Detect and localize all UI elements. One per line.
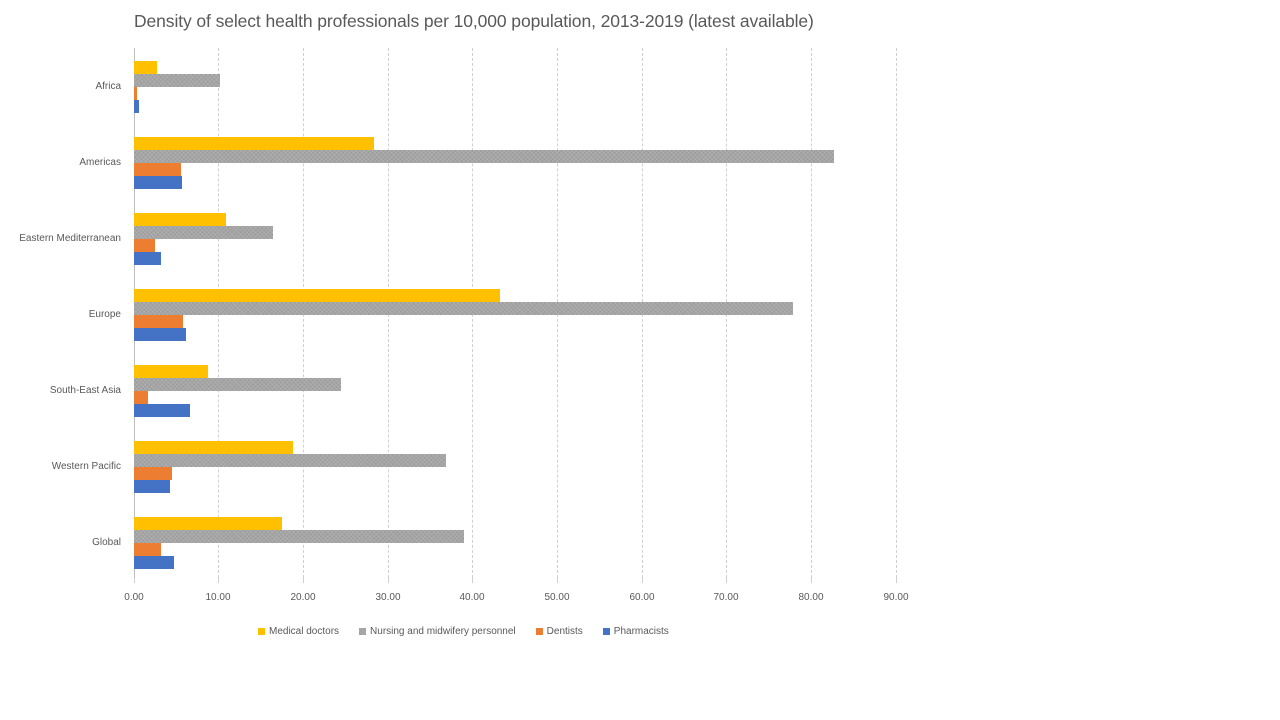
x-axis-tick	[303, 578, 304, 583]
category-label: Western Pacific	[51, 461, 121, 472]
bar-pharmacists-americas	[134, 176, 183, 189]
bar-pharmacists-south-east-asia	[134, 404, 190, 417]
x-axis-tick	[726, 578, 727, 583]
bar-dentists-south-east-asia	[134, 391, 148, 404]
gridline	[811, 48, 812, 578]
x-axis-tick	[472, 578, 473, 583]
x-axis-tick-label: 0.00	[124, 592, 144, 603]
legend-item: Medical doctors	[258, 626, 339, 637]
legend-label: Medical doctors	[269, 626, 340, 637]
bar-pharmacists-africa	[134, 100, 140, 113]
category-label: Americas	[79, 157, 121, 168]
bar-medical-doctors-south-east-asia	[134, 365, 208, 378]
bar-medical-doctors-eastern-mediterranean	[134, 213, 227, 226]
legend-swatch-icon	[602, 628, 610, 635]
x-axis-tick	[134, 578, 135, 583]
bar-dentists-europe	[134, 315, 184, 328]
x-axis-tick-label: 50.00	[544, 592, 570, 603]
x-axis-tick-label: 70.00	[713, 592, 739, 603]
chart-legend: Medical doctors Nursing and midwifery per…	[258, 626, 689, 637]
bar-medical-doctors-africa	[134, 61, 157, 74]
bar-nursing-and-midwifery-personnel-south-east-asia	[134, 378, 341, 391]
x-axis-tick	[642, 578, 643, 583]
x-axis-tick	[388, 578, 389, 583]
bar-nursing-and-midwifery-personnel-eastern-mediterranean	[134, 226, 273, 239]
bar-dentists-eastern-mediterranean	[134, 239, 156, 252]
category-label: Europe	[88, 309, 121, 320]
x-axis-tick-label: 20.00	[290, 592, 316, 603]
bar-nursing-and-midwifery-personnel-global	[134, 530, 465, 543]
category-label: Eastern Mediterranean	[19, 233, 121, 244]
bar-nursing-and-midwifery-personnel-americas	[134, 150, 835, 163]
x-axis-tick-label: 90.00	[883, 592, 909, 603]
legend-item: Nursing and midwifery personnel	[359, 626, 516, 637]
gridline	[896, 48, 897, 578]
legend-item: Pharmacists	[602, 626, 669, 637]
bar-medical-doctors-americas	[134, 137, 374, 150]
x-axis-tick	[218, 578, 219, 583]
category-label: Africa	[95, 81, 121, 92]
bar-medical-doctors-western-pacific	[134, 441, 294, 454]
x-axis-tick	[557, 578, 558, 583]
bar-dentists-africa	[134, 87, 137, 100]
bar-nursing-and-midwifery-personnel-western-pacific	[134, 454, 446, 467]
x-axis-tick	[896, 578, 897, 583]
chart-title: Density of select health professionals p…	[134, 11, 814, 31]
bar-pharmacists-europe	[134, 328, 187, 341]
x-axis-tick	[811, 578, 812, 583]
bar-pharmacists-global	[134, 556, 174, 569]
category-label: Global	[92, 537, 121, 548]
legend-item: Dentists	[535, 626, 583, 637]
legend-label: Dentists	[546, 626, 583, 637]
bar-nursing-and-midwifery-personnel-europe	[134, 302, 793, 315]
bar-pharmacists-western-pacific	[134, 480, 171, 493]
bar-dentists-global	[134, 543, 162, 556]
legend-swatch-icon	[258, 628, 265, 635]
x-axis-tick-label: 10.00	[205, 592, 231, 603]
legend-label: Pharmacists	[613, 626, 669, 637]
bar-dentists-americas	[134, 163, 182, 176]
category-label: South-East Asia	[49, 385, 121, 396]
legend-label: Nursing and midwifery personnel	[370, 626, 516, 637]
x-axis-tick-label: 40.00	[459, 592, 485, 603]
bar-pharmacists-eastern-mediterranean	[134, 252, 162, 265]
legend-swatch-icon	[535, 628, 543, 635]
bar-medical-doctors-europe	[134, 289, 500, 302]
legend-swatch-icon	[359, 628, 367, 635]
bar-medical-doctors-global	[134, 517, 283, 530]
x-axis-tick-label: 30.00	[375, 592, 401, 603]
x-axis-tick-label: 60.00	[629, 592, 655, 603]
bar-nursing-and-midwifery-personnel-africa	[134, 74, 221, 87]
bar-dentists-western-pacific	[134, 467, 173, 480]
x-axis-tick-label: 80.00	[798, 592, 824, 603]
